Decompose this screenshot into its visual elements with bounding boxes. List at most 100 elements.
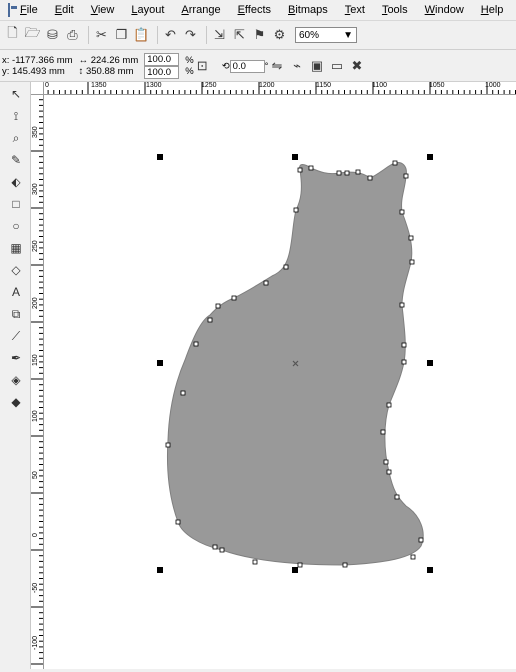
menu-layout[interactable]: Layout	[131, 4, 165, 16]
shape-node[interactable]	[401, 342, 407, 348]
basic-shapes-icon[interactable]: ◇	[11, 263, 21, 277]
menu-tools[interactable]: Tools	[381, 4, 408, 16]
y-position[interactable]: y: 145.493 mm	[2, 66, 65, 77]
smart-fill-icon[interactable]: ⬖	[11, 175, 21, 189]
shape-node[interactable]	[401, 359, 407, 365]
shape-node[interactable]	[408, 235, 414, 241]
selection-handle[interactable]	[157, 567, 163, 573]
menu-effects[interactable]: Effects	[237, 4, 271, 16]
app-icon[interactable]	[8, 3, 17, 17]
redo-icon[interactable]: ↷	[185, 27, 196, 42]
shape-node[interactable]	[342, 562, 348, 568]
height-value[interactable]: ↕ 350.88 mm	[78, 66, 134, 77]
drawing-canvas[interactable]	[44, 95, 516, 669]
shape-node[interactable]	[386, 402, 392, 408]
shape-node[interactable]	[308, 165, 314, 171]
freehand-tool-icon[interactable]: ✎	[10, 153, 22, 167]
menu-help[interactable]: Help	[480, 4, 504, 16]
shape-node[interactable]	[344, 170, 350, 176]
close-icon[interactable]: ✖	[351, 58, 363, 73]
x-position[interactable]: x: -1177.366 mm	[2, 55, 73, 66]
ellipse-tool-icon[interactable]: ○	[12, 219, 20, 233]
shape-node[interactable]	[180, 390, 186, 396]
shape-node[interactable]	[207, 317, 213, 323]
interactive-blend-icon[interactable]: ⧉	[11, 306, 21, 321]
paste-icon[interactable]: 📋	[133, 27, 150, 42]
shape-node[interactable]	[399, 209, 405, 215]
shape-node[interactable]	[380, 429, 386, 435]
selection-handle[interactable]	[157, 154, 163, 160]
shape-node[interactable]	[355, 169, 361, 175]
shape-node[interactable]	[336, 170, 342, 176]
lock-ratio-icon[interactable]: ⊡	[196, 58, 208, 73]
polygon-tool-icon[interactable]: ▦	[10, 241, 22, 255]
cut-icon[interactable]: ✂	[96, 27, 107, 42]
selection-handle[interactable]	[157, 360, 163, 366]
shape-node[interactable]	[293, 207, 299, 213]
center-marker[interactable]	[292, 360, 299, 367]
selection-handle[interactable]	[427, 567, 433, 573]
shape-node[interactable]	[386, 469, 392, 475]
shape-node[interactable]	[219, 547, 225, 553]
ruler-corner[interactable]	[31, 82, 44, 95]
selection-handle[interactable]	[427, 154, 433, 160]
shape-node[interactable]	[409, 259, 415, 265]
shape-node[interactable]	[392, 160, 398, 166]
outline-pen-icon[interactable]: ✒	[10, 351, 22, 365]
export-icon[interactable]: ⇱	[234, 27, 245, 42]
shape-node[interactable]	[418, 537, 424, 543]
shape-node[interactable]	[252, 559, 258, 565]
menu-text[interactable]: Text	[344, 4, 365, 16]
zoom-tool-icon[interactable]: ⌕	[12, 130, 20, 145]
zoom-select[interactable]: 60% ▼	[295, 27, 357, 43]
outline-width-icon[interactable]: ▭	[330, 58, 344, 73]
menu-window[interactable]: Window	[424, 4, 464, 16]
scale-x-input[interactable]: 100.0	[144, 53, 180, 66]
width-value[interactable]: ↔ 224.26 mm	[78, 55, 139, 66]
import-icon[interactable]: ⇲	[214, 27, 225, 42]
shape-node[interactable]	[175, 519, 181, 525]
shape-node[interactable]	[215, 303, 221, 309]
selection-handle[interactable]	[427, 360, 433, 366]
new-icon[interactable]: 🗋	[7, 25, 18, 40]
pick-tool-icon[interactable]: ↖	[10, 87, 22, 101]
shape-node[interactable]	[383, 459, 389, 465]
snap-icon[interactable]: ⚙	[273, 27, 286, 42]
wrap-icon[interactable]: ▣	[310, 58, 324, 73]
shape-node[interactable]	[263, 280, 269, 286]
shape-node[interactable]	[399, 302, 405, 308]
shape-node[interactable]	[283, 264, 289, 270]
rotation-input[interactable]: 0.0	[229, 59, 265, 73]
vertical-ruler[interactable]: 350 300 250 200 150 100 50 0 -50 -100	[31, 94, 44, 669]
menu-bitmaps[interactable]: Bitmaps	[288, 4, 328, 16]
menu-file[interactable]: File	[20, 4, 38, 16]
shape-node[interactable]	[297, 167, 303, 173]
node-icon[interactable]: ⌁	[293, 58, 301, 73]
interactive-fill-icon[interactable]: ◆	[11, 395, 21, 409]
shape-node[interactable]	[212, 544, 218, 550]
menu-arrange[interactable]: Arrange	[181, 4, 221, 16]
horizontal-ruler[interactable]: 0 1350 1300 1250 1200 1150 1100 1050 100…	[31, 82, 516, 95]
menu-view[interactable]: View	[90, 4, 115, 16]
undo-icon[interactable]: ↶	[165, 27, 176, 42]
open-icon[interactable]: 🗁	[24, 25, 41, 40]
shape-node[interactable]	[193, 341, 199, 347]
copy-icon[interactable]: ❐	[115, 27, 128, 42]
menu-edit[interactable]: Edit	[54, 4, 74, 16]
shape-node[interactable]	[394, 494, 400, 500]
rectangle-tool-icon[interactable]: □	[12, 197, 20, 211]
mirror-icon[interactable]: ⇋	[271, 58, 283, 73]
eyedropper-icon[interactable]: ⟋	[11, 328, 21, 343]
save-icon[interactable]: ⛁	[47, 27, 58, 42]
scale-y-input[interactable]: 100.0	[144, 66, 180, 79]
shape-node[interactable]	[231, 295, 237, 301]
fill-tool-icon[interactable]: ◈	[11, 373, 21, 387]
text-tool-icon[interactable]: A	[11, 285, 20, 299]
selection-handle[interactable]	[292, 567, 298, 573]
shape-node[interactable]	[367, 175, 373, 181]
shape-node[interactable]	[297, 562, 303, 568]
shape-node[interactable]	[410, 554, 416, 560]
shape-node[interactable]	[403, 173, 409, 179]
shape-node[interactable]	[165, 442, 171, 448]
launcher-icon[interactable]: ⚑	[253, 27, 266, 42]
